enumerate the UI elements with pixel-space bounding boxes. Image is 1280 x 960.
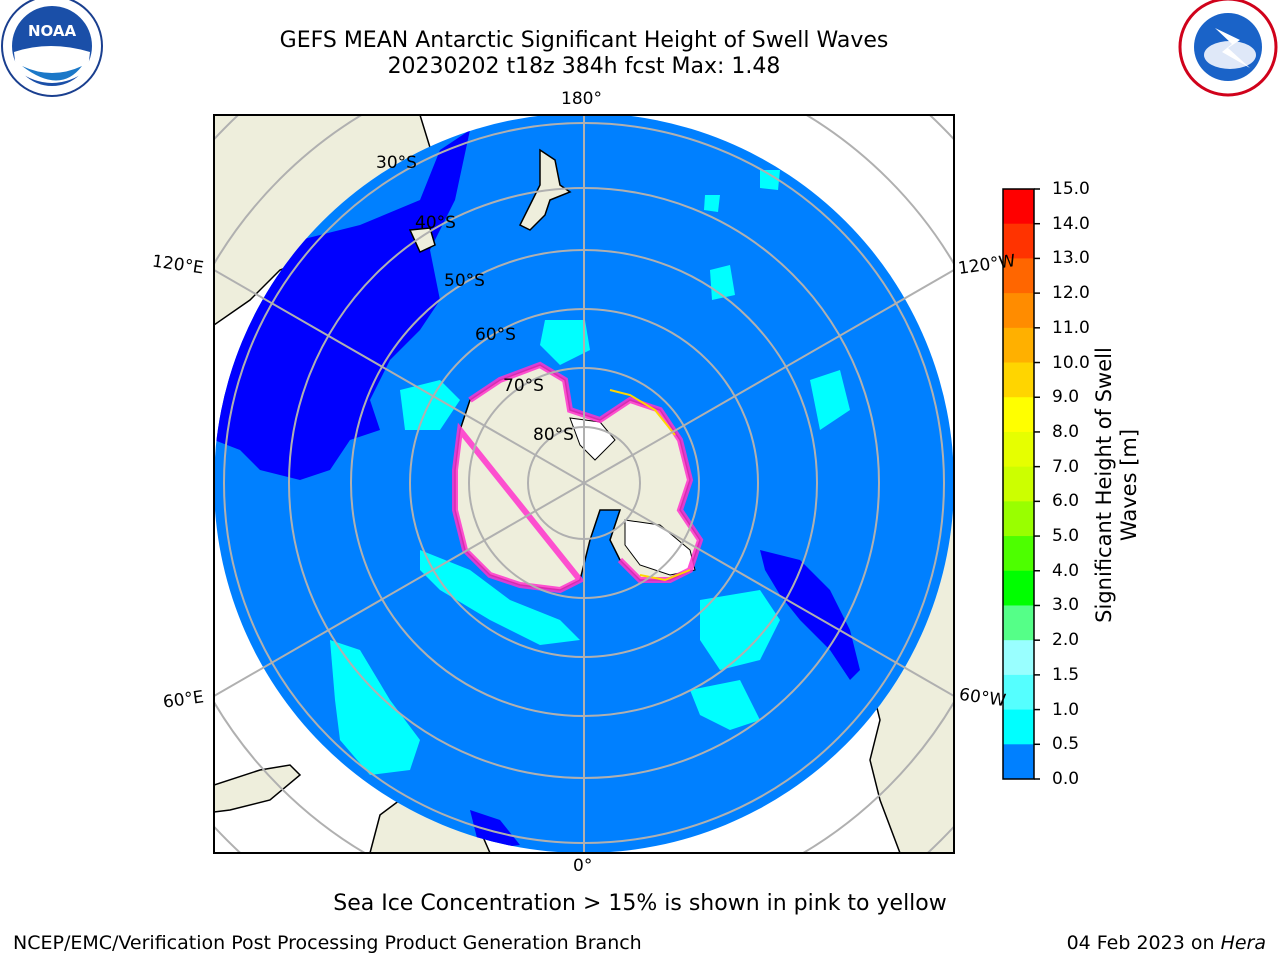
lon-label-bottom: 0° — [573, 856, 593, 876]
land-tasmania — [408, 227, 436, 253]
colorbar-tick-label: 6.0 — [1052, 491, 1080, 512]
page-title: GEFS MEAN Antarctic Significant Height o… — [279, 28, 889, 53]
colorbar-segment — [1003, 431, 1034, 468]
colorbar-tick-label: 4.0 — [1052, 560, 1080, 581]
colorbar-tick-label: 3.0 — [1052, 595, 1080, 616]
colorbar-tick-label: 13.0 — [1052, 248, 1090, 269]
colorbar-tick-label: 1.0 — [1052, 699, 1080, 720]
colorbar-tick-label: 7.0 — [1052, 456, 1080, 477]
footer-credit: NCEP/EMC/Verification Post Processing Pr… — [13, 932, 642, 954]
national-weather-service-logo — [1178, 0, 1278, 97]
colorbar-segment — [1003, 570, 1034, 606]
colorbar-tick-label: 0.5 — [1052, 734, 1080, 755]
colorbar-segment — [1003, 536, 1034, 572]
colorbar-segment — [1003, 327, 1034, 364]
colorbar-tick-label: 10.0 — [1052, 352, 1090, 373]
colorbar-tick-label: 14.0 — [1052, 213, 1090, 234]
footer-date: 04 Feb 2023 on Hera — [1067, 932, 1266, 954]
lat-label-70s: 70°S — [503, 376, 544, 396]
map-border — [213, 114, 955, 854]
land-madagascar — [214, 764, 302, 813]
colorbar-segment — [1003, 744, 1034, 780]
colorbar-segment — [1003, 397, 1034, 433]
colorbar-segment — [1003, 466, 1034, 502]
sea-ice-note: Sea Ice Concentration > 15% is shown in … — [333, 891, 947, 916]
swell-region-low-indian — [214, 130, 470, 480]
svg-text:NOAA: NOAA — [28, 22, 77, 40]
colorbar-title: Significant Height of Swell Waves [m] — [1092, 347, 1141, 623]
sea-ice-edge-yellow — [609, 389, 691, 582]
colorbar-segment — [1003, 362, 1034, 398]
colorbar-segment — [1003, 501, 1034, 537]
footer-host: Hera — [1220, 932, 1266, 954]
colorbar-tick-label: 15.0 — [1052, 179, 1090, 199]
colorbar-segment — [1003, 258, 1034, 294]
footer-date-text: 04 Feb 2023 on — [1066, 932, 1221, 954]
colorbar-segment — [1003, 640, 1034, 676]
colorbar-tick-label: 5.0 — [1052, 526, 1080, 547]
colorbar-tick-label: 1.5 — [1052, 664, 1080, 685]
colorbar-tick-label: 12.0 — [1052, 283, 1090, 304]
colorbar-segment — [1003, 189, 1034, 225]
lon-label-top: 180° — [561, 89, 602, 109]
lat-label-40s: 40°S — [415, 213, 456, 233]
colorbar-tick-label: 0.0 — [1052, 769, 1080, 789]
page-subtitle: 20230202 t18z 384h fcst Max: 1.48 — [387, 54, 781, 79]
colorbar-segment — [1003, 605, 1034, 641]
lat-label-80s: 80°S — [533, 425, 574, 445]
colorbar-segment — [1003, 709, 1034, 745]
colorbar-tick-label: 2.0 — [1052, 630, 1080, 651]
colorbar-border — [1002, 188, 1035, 780]
colorbar-segment — [1003, 223, 1034, 259]
lat-label-50s: 50°S — [444, 271, 485, 291]
colorbar-segment — [1003, 293, 1034, 329]
colorbar-tick-label: 11.0 — [1052, 317, 1090, 338]
colorbar-segment — [1003, 674, 1034, 711]
colorbar — [1003, 188, 1040, 780]
graticule — [214, 115, 954, 853]
colorbar-tick-label: 9.0 — [1052, 387, 1080, 408]
colorbar-tick-label: 8.0 — [1052, 421, 1080, 442]
swell-region-low-drake — [760, 550, 860, 680]
lat-label-30s: 30°S — [376, 153, 417, 173]
lat-label-60s: 60°S — [475, 325, 516, 345]
noaa-logo: NOAA — [1, 0, 103, 97]
